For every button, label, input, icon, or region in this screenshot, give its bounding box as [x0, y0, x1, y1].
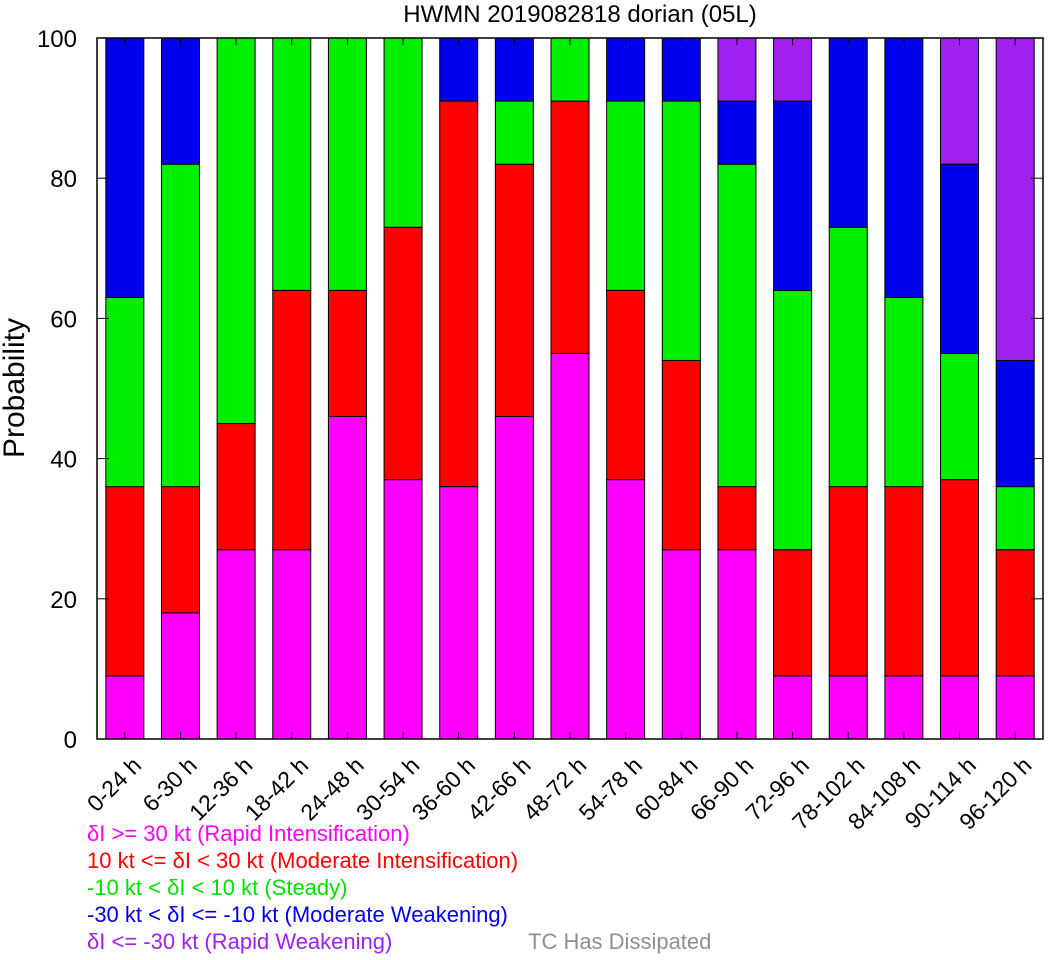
bar-segment	[940, 37, 980, 165]
bar-segment	[884, 37, 924, 298]
bar-segment	[940, 479, 980, 677]
bar-segment	[216, 549, 256, 740]
bar-segment	[717, 100, 757, 165]
y-tick-label: 80	[50, 166, 77, 193]
bar-segment	[327, 289, 367, 418]
bar-segment	[272, 289, 312, 551]
bar-segment	[105, 486, 145, 677]
bar-segment	[884, 675, 924, 740]
legend-entry: δI >= 30 kt (Rapid Intensification)	[87, 821, 410, 846]
bar-segment	[439, 100, 479, 488]
bar-segment	[661, 37, 701, 102]
bar-segment	[105, 37, 145, 298]
legend-entry: δI <= -30 kt (Rapid Weakening)	[87, 929, 393, 954]
bar-segment	[884, 486, 924, 677]
bar-segment	[272, 37, 312, 291]
bar-segment	[717, 163, 757, 488]
bar-segment	[995, 359, 1035, 488]
bar-segment	[606, 479, 646, 740]
bar-segment	[940, 675, 980, 740]
bar-segment	[216, 37, 256, 425]
bar-segment	[550, 37, 590, 102]
bar-segment	[995, 549, 1035, 677]
bar-segment	[160, 612, 200, 740]
bar-segment	[105, 675, 145, 740]
bar-segment	[606, 37, 646, 102]
bar-segment	[773, 549, 813, 677]
bar-segment	[717, 549, 757, 740]
bar-segment	[216, 423, 256, 551]
bar-segment	[940, 352, 980, 481]
bar-segment	[272, 549, 312, 740]
y-tick-label: 60	[50, 306, 77, 333]
bar-segment	[717, 37, 757, 102]
bar-segment	[773, 289, 813, 551]
x-tick-label: 0-24 h	[82, 752, 147, 817]
bar-segment	[327, 37, 367, 291]
bar-segment	[494, 100, 534, 165]
bar-segment	[550, 352, 590, 740]
legend-entry: -30 kt < δI <= -10 kt (Moderate Weakenin…	[87, 902, 508, 927]
chart-title: HWMN 2019082818 dorian (05L)	[403, 1, 757, 28]
bar-segment	[606, 289, 646, 481]
bar-segment	[494, 37, 534, 102]
bar-segment	[884, 296, 924, 488]
plot-frame	[96, 37, 1044, 740]
bar-segment	[439, 37, 479, 102]
legend-dissipated: TC Has Dissipated	[528, 929, 712, 954]
bar-segment	[494, 416, 534, 740]
bar-segment	[661, 549, 701, 740]
bar-segment	[160, 486, 200, 614]
bar-segment	[995, 486, 1035, 551]
bar-segment	[661, 359, 701, 551]
bar-segment	[383, 226, 423, 481]
bar-segment	[383, 479, 423, 740]
bar-segment	[383, 37, 423, 228]
bar-segment	[773, 675, 813, 740]
bar-segment	[773, 100, 813, 291]
bar-segment	[717, 486, 757, 551]
y-tick-label: 100	[37, 26, 77, 53]
legend-entry: -10 kt < δI < 10 kt (Steady)	[87, 875, 348, 900]
bar-segment	[550, 100, 590, 354]
bar-segment	[439, 486, 479, 740]
bar-segment	[995, 675, 1035, 740]
bar-segment	[606, 100, 646, 291]
bar-segment	[160, 163, 200, 488]
y-tick-label: 20	[50, 587, 77, 614]
bar-segment	[940, 163, 980, 354]
bar-segment	[828, 226, 868, 488]
bar-segment	[828, 486, 868, 677]
bar-segment	[327, 416, 367, 740]
bar-segment	[160, 37, 200, 165]
legend-entry: 10 kt <= δI < 30 kt (Moderate Intensific…	[87, 848, 519, 873]
bar-segment	[661, 100, 701, 361]
bar-segment	[105, 296, 145, 488]
bars-group	[105, 37, 1035, 740]
y-tick-label: 40	[50, 447, 77, 474]
bar-segment	[494, 163, 534, 418]
bar-segment	[773, 37, 813, 102]
bar-segment	[828, 37, 868, 228]
y-tick-label: 0	[64, 727, 77, 754]
y-axis-label: Probability	[0, 318, 31, 458]
bar-segment	[995, 37, 1035, 361]
bar-segment	[828, 675, 868, 740]
